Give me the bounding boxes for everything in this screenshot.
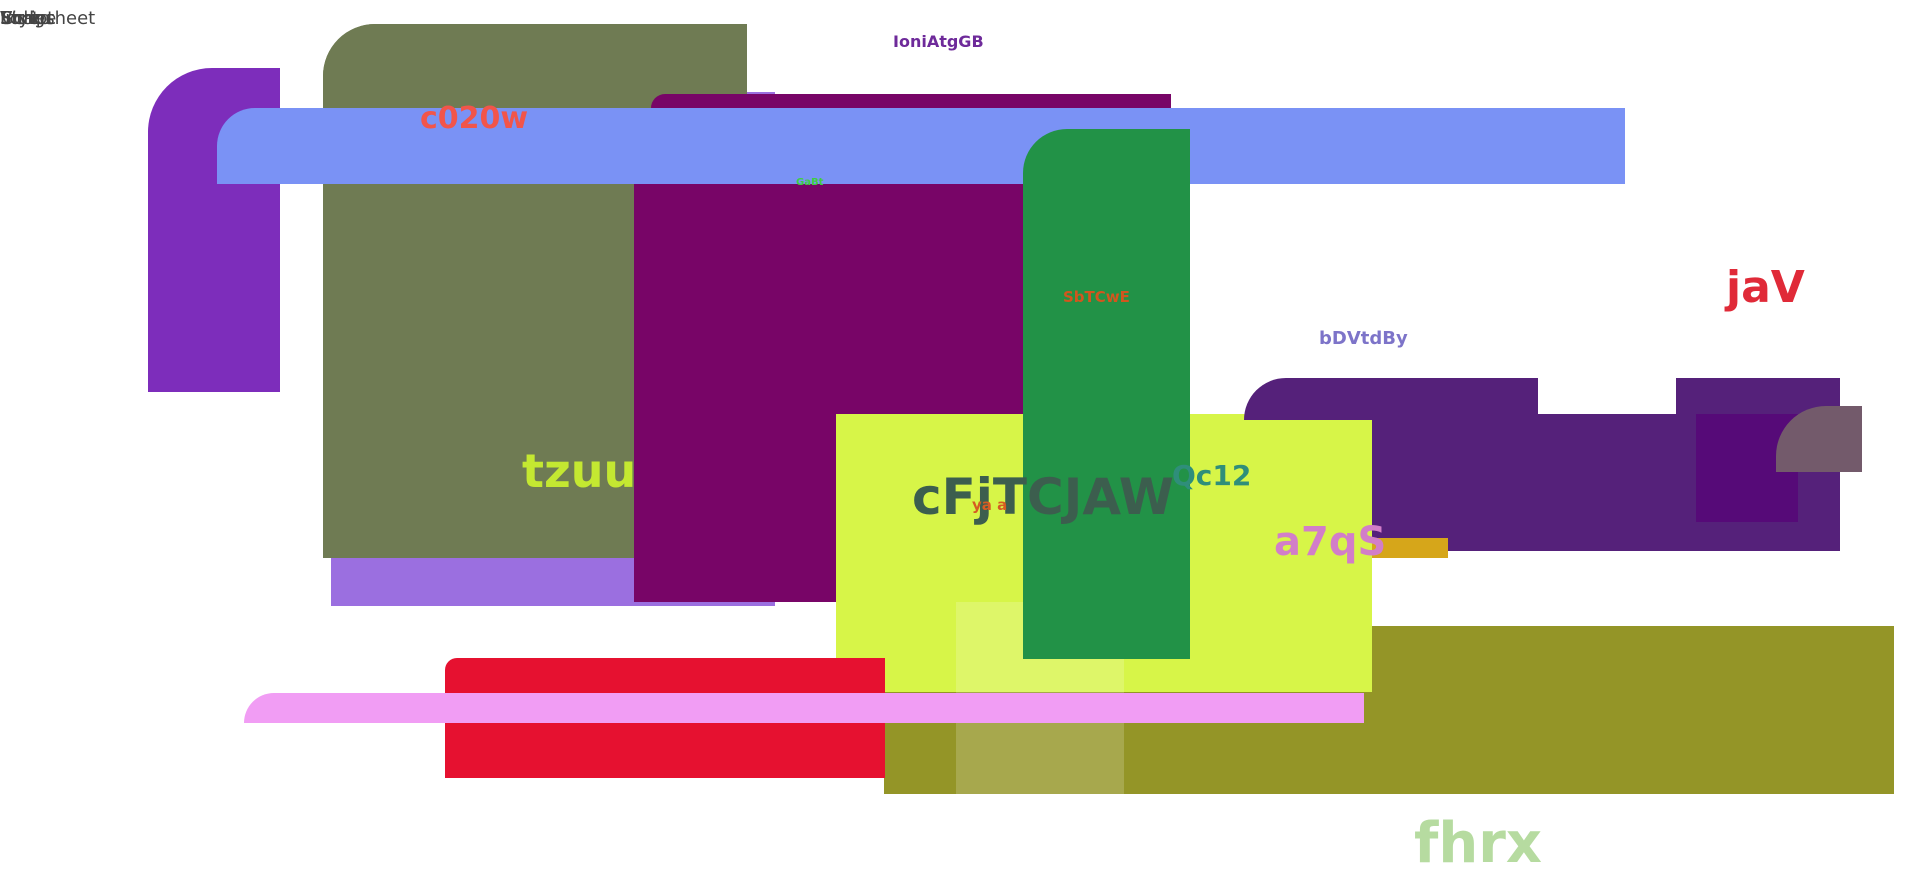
label-ya: ya a — [972, 498, 1007, 513]
pink-bar — [244, 693, 1364, 723]
label-fhrx: fhrx — [1414, 816, 1542, 872]
label-jav: jaV — [1726, 266, 1805, 310]
label-c020w: c020w — [420, 104, 528, 134]
label-ioni: IoniAtgGB — [893, 34, 984, 50]
label-tzuu: tzuu — [522, 448, 636, 494]
green-block — [1023, 129, 1190, 659]
corner-label: Video — [0, 8, 50, 29]
label-a7qs: a7qS — [1274, 522, 1386, 562]
label-cfjtcjaw: cFjTCJAW — [912, 472, 1174, 522]
label-bdvtdby: bDVtdBy — [1319, 330, 1408, 348]
label-sbtcwe: SbTCwE — [1063, 290, 1130, 305]
label-gabe: GaBt — [796, 178, 823, 188]
label-qc12: Qc12 — [1172, 462, 1251, 490]
